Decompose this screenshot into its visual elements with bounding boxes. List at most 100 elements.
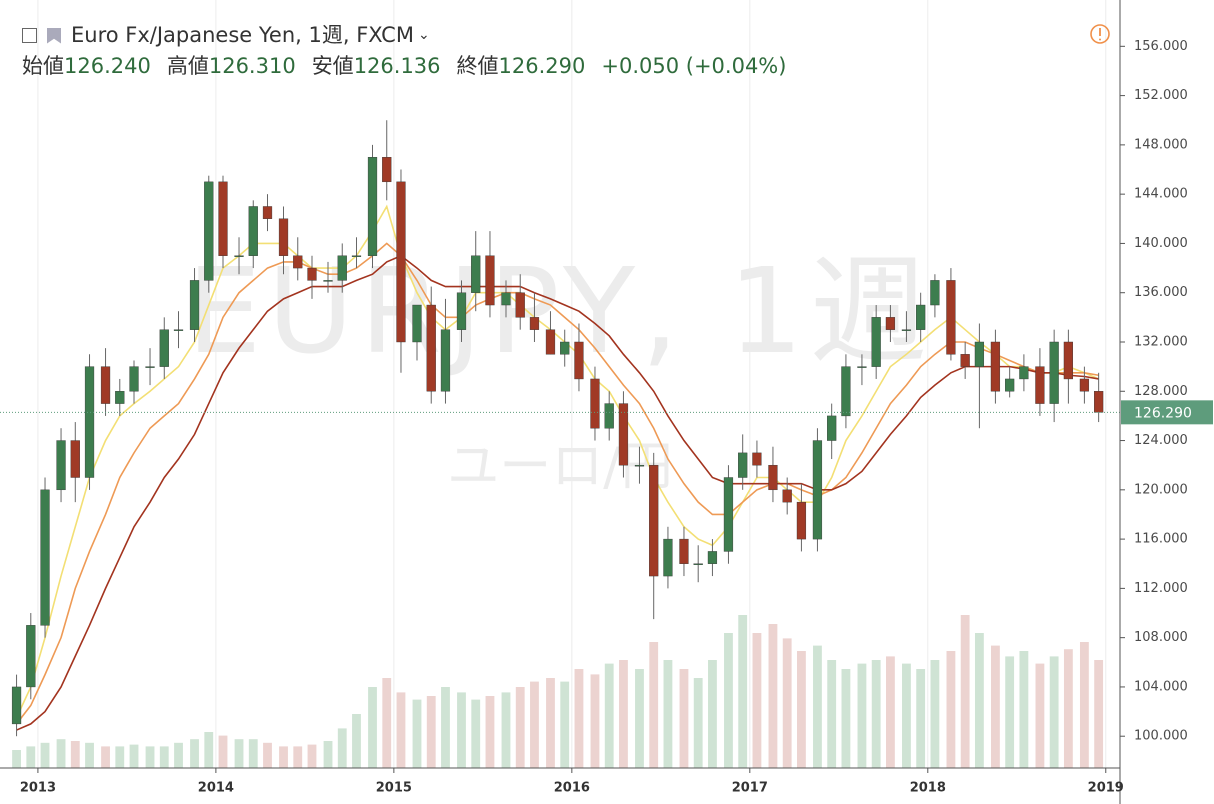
candle-body (768, 464, 778, 491)
candle-body (293, 255, 303, 269)
axes: 100.000 104.000 108.000 112.000 116.000 120.0… (20, 39, 1213, 796)
candle-body (367, 156, 378, 256)
volume-bar (174, 742, 183, 768)
moving-average (16, 254, 1099, 731)
candle-body (693, 563, 703, 565)
candle-body (471, 255, 481, 293)
volume-bar (1005, 656, 1015, 768)
candle-body (857, 366, 867, 368)
volume-bar (813, 645, 822, 768)
volume-bar (501, 692, 511, 768)
volume-bar (1094, 660, 1104, 768)
candle-body (115, 391, 125, 404)
x-tick-label: 2013 (20, 781, 56, 796)
candle-body (173, 329, 184, 331)
x-tick-label: 2018 (910, 781, 946, 796)
candle-body (412, 304, 422, 343)
candle-body (1079, 378, 1090, 392)
label: 安値 (311, 54, 354, 78)
moving-averages (15, 204, 1099, 731)
candle-body (440, 329, 451, 392)
expand-icon[interactable] (22, 28, 37, 43)
volume-bar (857, 663, 867, 768)
volume-bar (382, 678, 392, 768)
value: 126.240 (64, 54, 151, 78)
candle-body (1049, 341, 1059, 404)
candle-body (796, 501, 807, 540)
candle-body (396, 181, 406, 343)
volume-bar (129, 744, 139, 768)
y-tick-label: 144.000 (1134, 187, 1188, 202)
candle-body (574, 341, 584, 380)
volume-bar (1035, 663, 1045, 768)
volume-bar (515, 687, 525, 768)
candle-body (990, 341, 1001, 392)
chevron[interactable]: ⌄ (417, 27, 430, 43)
candle-body (351, 255, 362, 257)
volume-bar (752, 633, 762, 768)
grid (37, 0, 1107, 768)
volume-bar (560, 681, 570, 768)
volume-bar (485, 696, 495, 768)
label: 高値 (166, 54, 209, 78)
volume-bar (619, 660, 628, 768)
volume-bar (590, 674, 600, 768)
flag-icon[interactable] (47, 27, 61, 44)
candle-body (159, 329, 169, 367)
y-tick-label: 124.000 (1134, 433, 1188, 448)
candle-body (382, 156, 392, 183)
candle-body (1094, 391, 1104, 413)
volume-bar (396, 692, 406, 768)
value: 126.310 (208, 54, 296, 78)
volume-bar (293, 746, 303, 768)
x-tick-label: 2017 (732, 781, 768, 796)
symbol[interactable]: Euro Fx/Japanese Yen, 1週, FXCM (71, 23, 414, 47)
volume-bar (693, 678, 703, 768)
candle-body (885, 317, 896, 330)
alert-icon[interactable] (1090, 24, 1110, 44)
candle-body (679, 538, 689, 564)
candle-body (1019, 366, 1029, 380)
volume-bar (115, 746, 125, 768)
candle-body (723, 477, 734, 552)
volume-bar (930, 660, 940, 768)
y-tick-label: 132.000 (1134, 334, 1188, 349)
last-price-box (1121, 400, 1213, 425)
candle-body (11, 686, 22, 725)
candle-body (1063, 341, 1074, 380)
candle-body (100, 366, 111, 404)
last-price-label: 126.290 (1134, 405, 1192, 421)
volume-bar (368, 687, 377, 768)
volume-bar (546, 678, 555, 768)
candle-body (501, 292, 511, 306)
value: 126.290 (498, 54, 586, 78)
volume-bar (56, 739, 66, 768)
candle-body (707, 551, 718, 564)
watermark-sub: ユーロ/円 (447, 437, 673, 497)
y-tick-label: 136.000 (1134, 285, 1188, 300)
y-tick-label: 152.000 (1134, 88, 1188, 103)
volume-bar (991, 645, 1000, 768)
volume-bar (530, 681, 539, 768)
candle-body (1035, 366, 1045, 404)
candle-body (590, 378, 600, 429)
candle-body (827, 415, 837, 441)
volume-bar (708, 660, 717, 768)
volume-bar (85, 742, 94, 768)
volume-bar (471, 699, 481, 768)
y-tick-label: 148.000 (1134, 137, 1188, 152)
volume (12, 615, 1104, 768)
candle-body (40, 489, 50, 626)
candle-body (618, 403, 629, 466)
candle-body (278, 218, 289, 256)
candle-body (752, 452, 762, 466)
candle-body (634, 464, 645, 467)
volume-bar (70, 741, 80, 768)
candle-body (262, 206, 273, 219)
label: 始値 (22, 54, 64, 78)
volume-bar (782, 638, 792, 768)
candle-body (782, 489, 792, 503)
volume-bar (974, 633, 984, 768)
volume-bar (902, 663, 911, 768)
candle-body (56, 440, 66, 491)
